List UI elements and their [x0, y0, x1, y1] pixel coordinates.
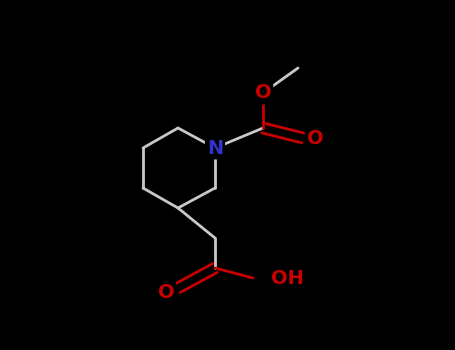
Text: N: N	[207, 139, 223, 158]
Text: O: O	[307, 128, 324, 147]
Text: O: O	[158, 284, 174, 302]
Text: OH: OH	[271, 268, 304, 287]
Text: O: O	[255, 84, 271, 103]
